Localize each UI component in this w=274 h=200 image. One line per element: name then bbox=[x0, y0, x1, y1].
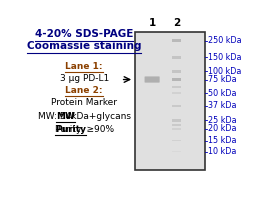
Text: 25 kDa: 25 kDa bbox=[208, 116, 236, 125]
Text: Coomassie staining: Coomassie staining bbox=[27, 41, 141, 51]
Text: Purity: ≥90%: Purity: ≥90% bbox=[55, 125, 114, 134]
Text: 250 kDa: 250 kDa bbox=[208, 36, 242, 45]
Text: 10 kDa: 10 kDa bbox=[208, 147, 236, 156]
Text: MW: 54kDa+glycans: MW: 54kDa+glycans bbox=[38, 112, 131, 121]
Bar bbox=[173, 128, 181, 130]
Bar bbox=[173, 70, 181, 73]
Text: 2: 2 bbox=[173, 18, 181, 28]
Bar bbox=[173, 151, 181, 152]
Text: 37 kDa: 37 kDa bbox=[208, 101, 236, 110]
Text: Lane 2:: Lane 2: bbox=[65, 86, 103, 95]
Bar bbox=[173, 119, 181, 122]
Text: 4-20% SDS-PAGE: 4-20% SDS-PAGE bbox=[35, 29, 133, 39]
Text: 150 kDa: 150 kDa bbox=[208, 53, 241, 62]
Text: 3 μg PD-L1: 3 μg PD-L1 bbox=[59, 74, 109, 83]
Bar bbox=[173, 92, 181, 94]
Bar bbox=[173, 140, 181, 141]
Bar bbox=[135, 32, 205, 170]
Text: 15 kDa: 15 kDa bbox=[208, 136, 236, 145]
Text: 100 kDa: 100 kDa bbox=[208, 67, 241, 76]
Bar bbox=[173, 124, 181, 126]
Text: 50 kDa: 50 kDa bbox=[208, 89, 236, 98]
Text: Protein Marker: Protein Marker bbox=[51, 98, 117, 107]
Bar bbox=[173, 56, 181, 59]
Text: Lane 1:: Lane 1: bbox=[65, 62, 103, 71]
Bar bbox=[173, 39, 181, 42]
Bar bbox=[173, 86, 181, 88]
Bar bbox=[173, 105, 181, 107]
Text: MW: MW bbox=[56, 112, 75, 121]
Bar bbox=[173, 78, 181, 81]
FancyBboxPatch shape bbox=[145, 76, 160, 83]
Text: 20 kDa: 20 kDa bbox=[208, 124, 236, 133]
Text: Purity: Purity bbox=[55, 125, 86, 134]
Text: 75 kDa: 75 kDa bbox=[208, 75, 236, 84]
Text: 1: 1 bbox=[149, 18, 156, 28]
